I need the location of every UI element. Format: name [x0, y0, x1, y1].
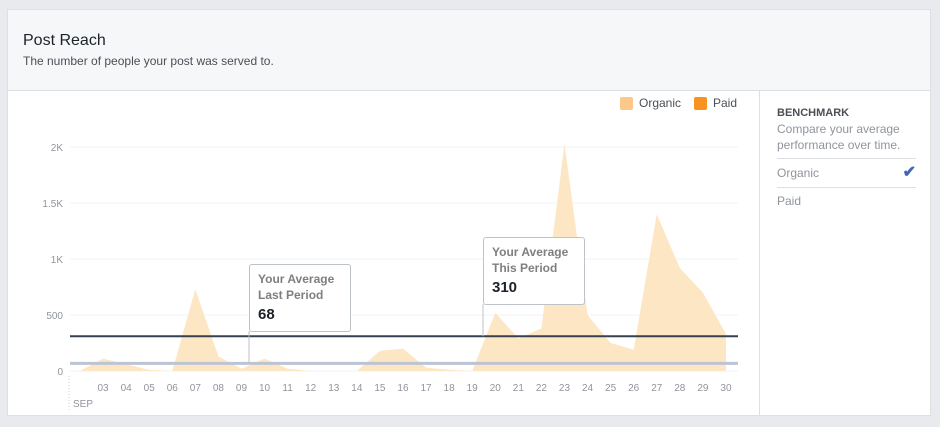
option-label: Organic — [777, 166, 820, 180]
callout-label: This Period — [492, 261, 558, 275]
organic-area — [80, 143, 726, 371]
legend-item-organic[interactable]: Organic — [620, 96, 681, 110]
x-tick-label: 03 — [98, 383, 110, 394]
y-tick-label: 500 — [46, 311, 63, 322]
callout-label: Your Average — [492, 245, 569, 259]
y-tick-label: 2K — [51, 143, 64, 154]
x-tick-label: 29 — [697, 383, 709, 394]
x-tick-label: 20 — [490, 383, 502, 394]
callout-last-period: Your Average Last Period 68 — [249, 264, 351, 332]
x-tick-label: 18 — [444, 383, 456, 394]
x-tick-label: 28 — [674, 383, 686, 394]
x-tick-label: 22 — [536, 383, 548, 394]
x-tick-label: 06 — [167, 383, 179, 394]
x-tick-label: 25 — [605, 383, 617, 394]
x-tick-label: 08 — [213, 383, 225, 394]
x-tick-label: 26 — [628, 383, 640, 394]
legend-label: Organic — [639, 96, 682, 110]
x-tick-label: 05 — [144, 383, 156, 394]
x-tick-label: 11 — [282, 383, 293, 394]
checkmark-icon: ✔ — [902, 164, 916, 181]
x-tick-label: 13 — [328, 383, 340, 394]
x-tick-label: 23 — [559, 383, 571, 394]
y-tick-label: 0 — [57, 367, 63, 378]
paid-swatch — [694, 96, 707, 110]
x-tick-label: 07 — [190, 383, 202, 394]
legend-item-paid[interactable]: Paid — [694, 96, 737, 110]
card-title: Post Reach — [23, 32, 106, 49]
x-tick-label: 12 — [305, 383, 317, 394]
x-tick-label: 24 — [582, 383, 594, 394]
card-header: Post Reach The number of people your pos… — [8, 10, 930, 91]
benchmark-option-paid[interactable]: Paid — [777, 187, 916, 215]
x-tick-label: 21 — [513, 383, 525, 394]
x-tick-label: 09 — [236, 383, 248, 394]
x-tick-label: 17 — [420, 383, 432, 394]
x-tick-label: 04 — [121, 383, 133, 394]
benchmark-panel: BENCHMARK Compare your average performan… — [759, 90, 932, 415]
option-label: Paid — [777, 194, 802, 208]
x-tick-label: 19 — [467, 383, 479, 394]
x-month-label: SEP — [73, 399, 93, 410]
callout-value: 68 — [258, 306, 275, 323]
x-tick-label: 15 — [374, 383, 386, 394]
y-tick-label: 1K — [51, 255, 64, 266]
x-tick-label: 27 — [651, 383, 663, 394]
callout-value: 310 — [492, 279, 518, 296]
callout-label: Your Average — [258, 272, 335, 286]
y-tick-label: 1.5K — [42, 199, 63, 210]
benchmark-option-organic[interactable]: Organic ✔ — [777, 158, 916, 188]
organic-swatch — [620, 96, 633, 110]
x-tick-label: 10 — [259, 383, 271, 394]
x-tick-label: 14 — [351, 383, 363, 394]
benchmark-description: Compare your average performance over ti… — [777, 122, 901, 152]
callout-label: Last Period — [258, 288, 324, 302]
card-subtitle: The number of people your post was serve… — [23, 54, 274, 68]
x-tick-label: 16 — [397, 383, 409, 394]
legend-label: Paid — [713, 96, 738, 110]
post-reach-card: Post Reach The number of people your pos… — [7, 9, 931, 416]
benchmark-title: BENCHMARK — [777, 107, 850, 119]
x-tick-label: 30 — [720, 383, 732, 394]
callout-this-period: Your Average This Period 310 — [483, 237, 585, 305]
